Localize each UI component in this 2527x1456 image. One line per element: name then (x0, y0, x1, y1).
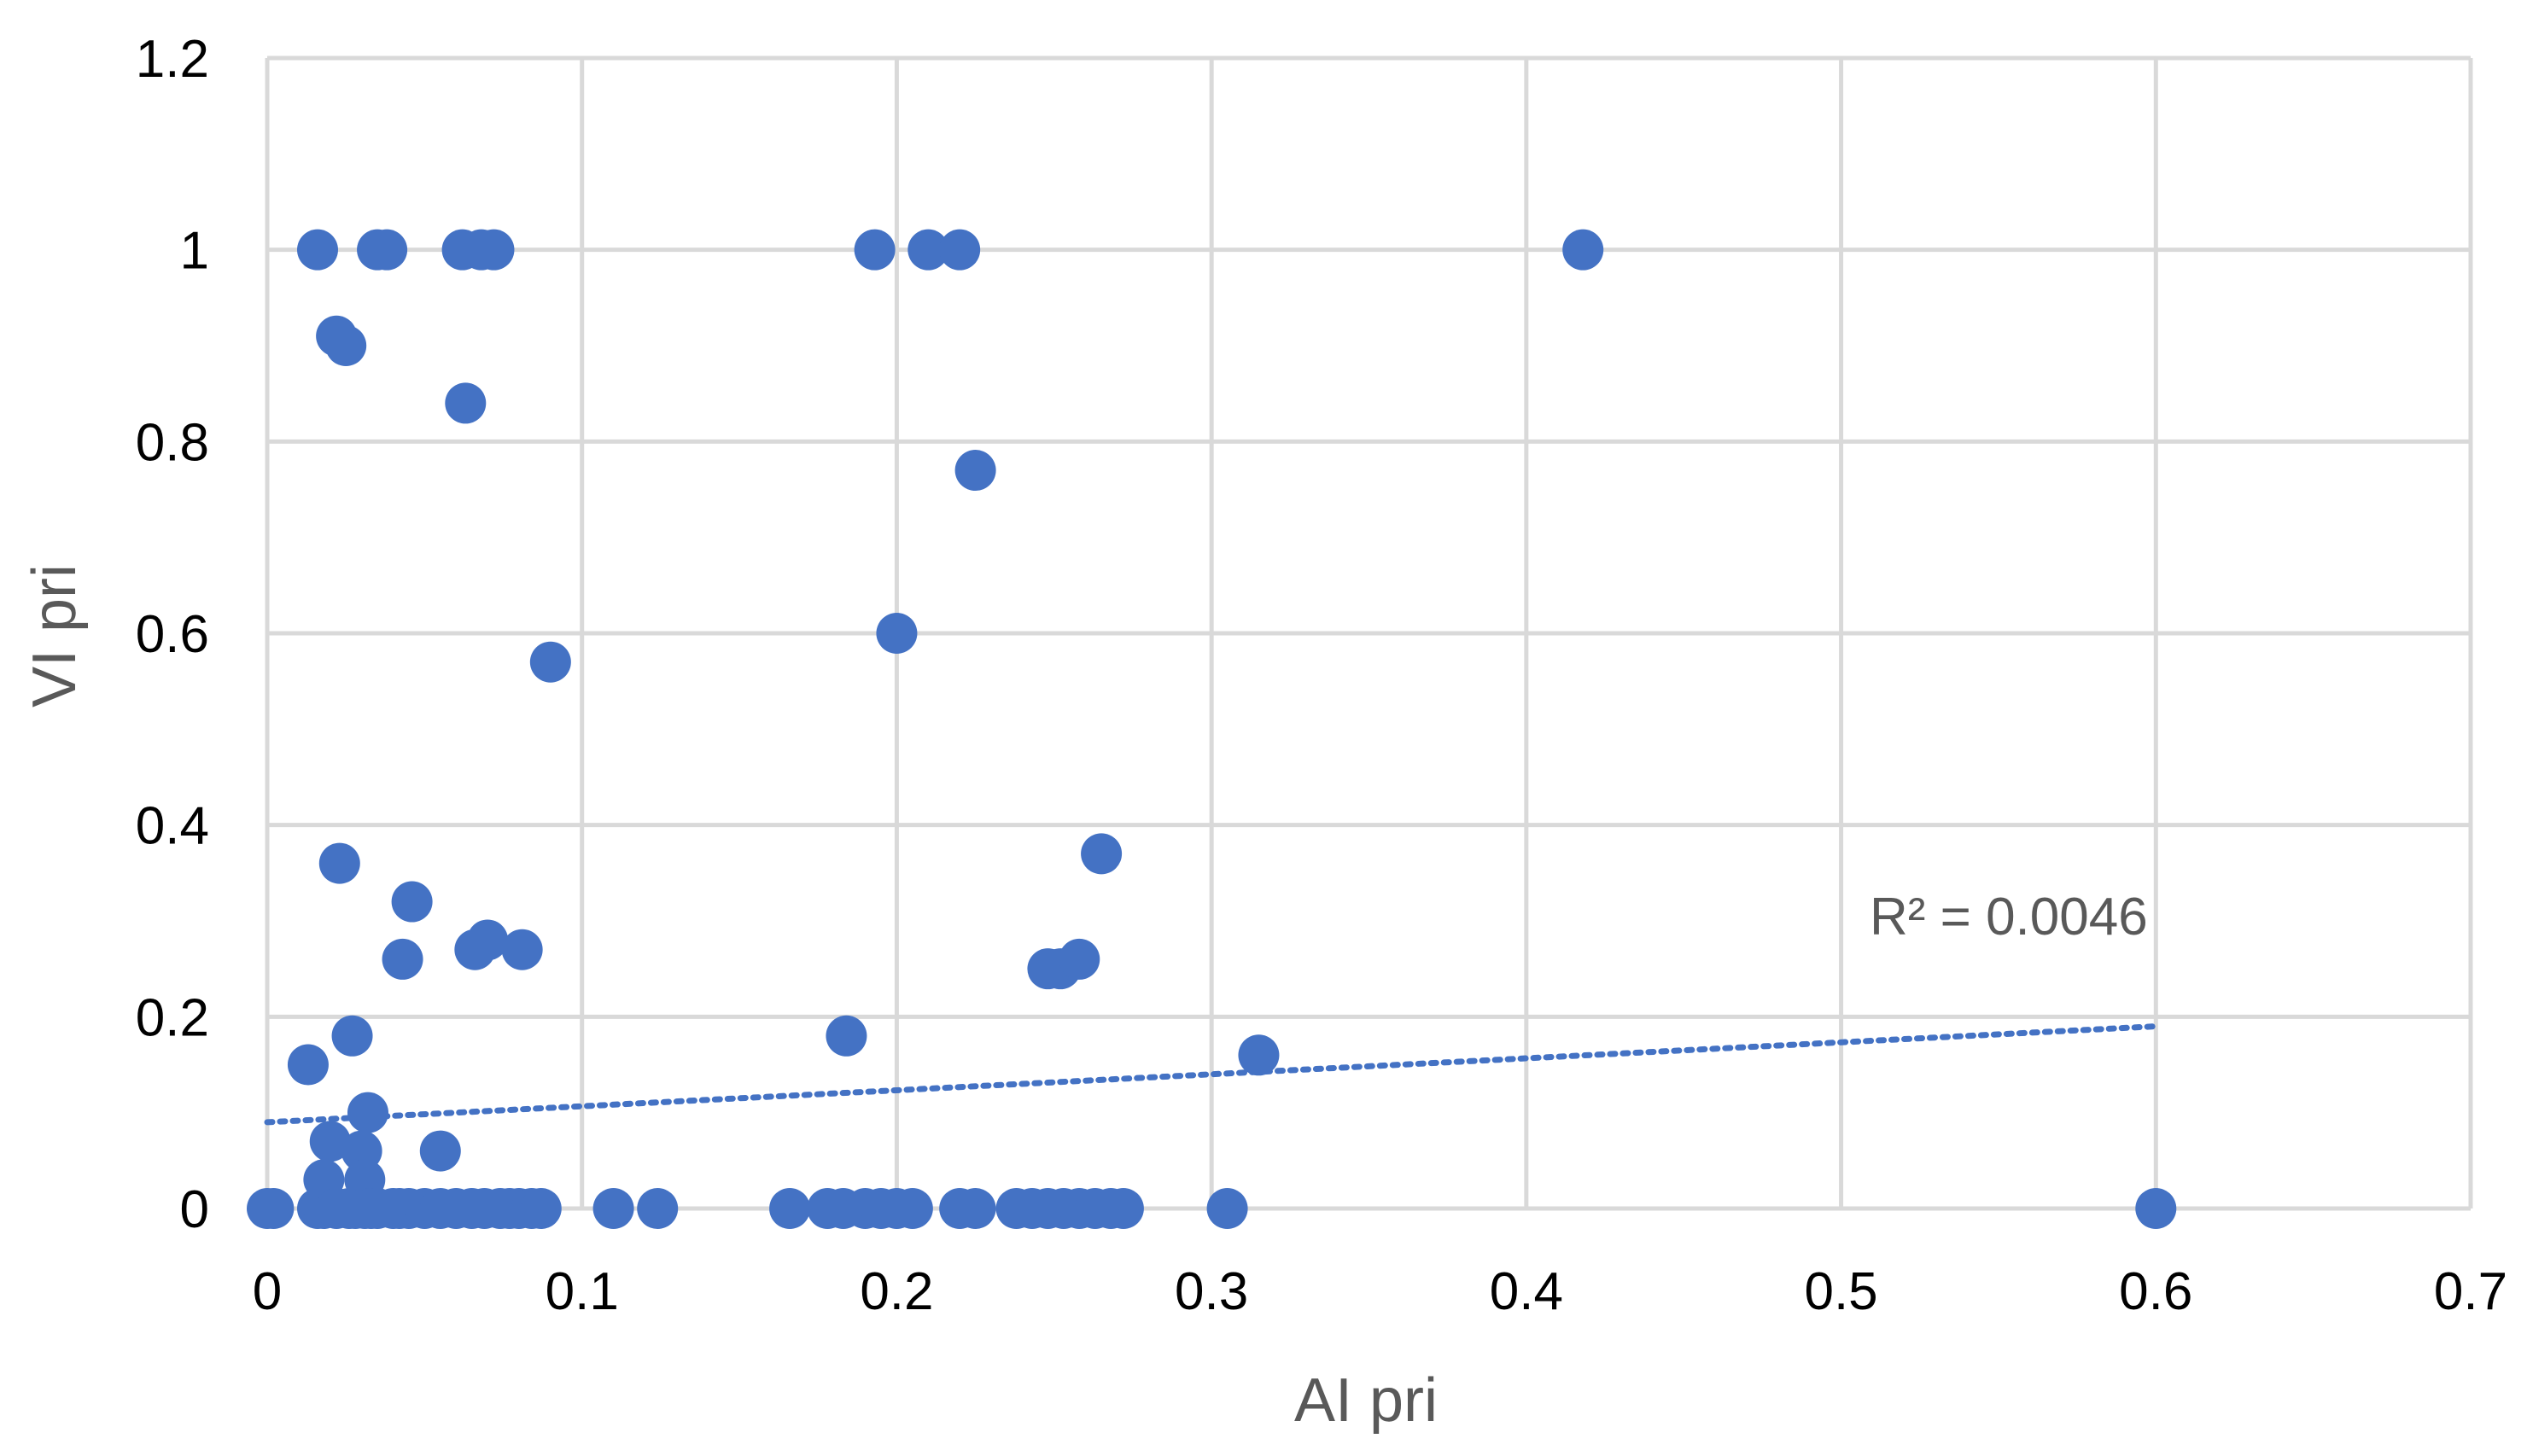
data-point (769, 1188, 811, 1229)
data-point (309, 1121, 351, 1162)
data-point (366, 229, 408, 271)
data-point (382, 938, 423, 980)
data-point (1102, 1188, 1144, 1229)
x-tick-label: 0.7 (2434, 1262, 2507, 1321)
data-point (296, 229, 338, 271)
y-tick-label: 0.6 (136, 605, 209, 664)
data-point (445, 382, 487, 424)
data-point (391, 881, 433, 923)
data-point (1059, 938, 1100, 980)
data-point (637, 1188, 679, 1229)
data-point (592, 1188, 634, 1229)
data-point (876, 613, 918, 654)
trendline-layer (264, 1023, 2159, 1126)
data-point (1562, 229, 1604, 271)
data-point (1238, 1034, 1280, 1076)
data-point (1081, 833, 1123, 875)
data-point (954, 450, 996, 492)
data-point (826, 1015, 867, 1057)
data-point (347, 1092, 388, 1133)
data-point (1206, 1188, 1248, 1229)
data-point (325, 325, 367, 366)
data-point (473, 229, 515, 271)
x-tick-label: 0 (253, 1262, 282, 1321)
y-tick-label: 1.2 (136, 30, 209, 89)
data-point (520, 1188, 562, 1229)
data-point (501, 929, 543, 970)
y-tick-label: 1 (180, 222, 209, 281)
data-point (419, 1130, 461, 1172)
data-point (467, 919, 509, 961)
data-point (908, 229, 949, 271)
data-point (954, 1188, 996, 1229)
data-point (253, 1188, 295, 1229)
data-point (529, 641, 571, 683)
data-point (2135, 1188, 2177, 1229)
x-tick-label: 0.4 (1490, 1262, 1563, 1321)
x-tick-label: 0.2 (860, 1262, 933, 1321)
y-tick-label: 0.8 (136, 413, 209, 472)
y-axis-title: VI pri (20, 564, 89, 708)
y-tick-label: 0 (180, 1180, 209, 1239)
r-squared-label: R² = 0.0046 (1870, 888, 2148, 946)
tick-labels: 0 0.1 0.2 0.3 0.4 0.5 0.6 0.7 0 0.2 0.4 0.6 0.8 1 1.2 (136, 30, 2507, 1321)
x-tick-label: 0.1 (546, 1262, 619, 1321)
x-tick-label: 0.6 (2119, 1262, 2192, 1321)
trendline (264, 1023, 2159, 1126)
x-axis-title: AI pri (1294, 1366, 1438, 1435)
y-tick-label: 0.2 (136, 988, 209, 1047)
data-point (318, 842, 360, 884)
data-point (891, 1188, 933, 1229)
grid (265, 55, 2473, 1211)
data-point (939, 229, 981, 271)
data-point (331, 1015, 373, 1057)
x-tick-label: 0.3 (1175, 1262, 1248, 1321)
x-tick-label: 0.5 (1804, 1262, 1877, 1321)
y-tick-label: 0.4 (136, 797, 209, 856)
data-point (854, 229, 896, 271)
data-points (247, 229, 2177, 1229)
data-point (287, 1044, 329, 1086)
